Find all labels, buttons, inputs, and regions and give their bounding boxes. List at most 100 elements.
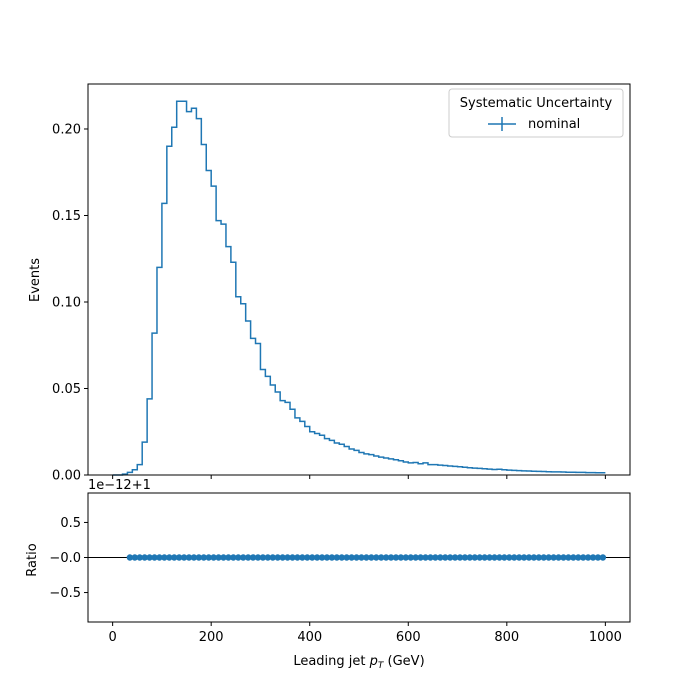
ratio-point [225,554,232,561]
ratio-point [584,554,592,561]
ratio-point [308,554,316,561]
ratio-offset-text: 1e−12+1 [88,478,151,493]
ratio-x-tick-label: 200 [199,630,224,645]
ratio-point [136,554,143,561]
main-y-tick-label: 0.00 [52,469,81,484]
ratio-y-ticks: 0.5 −0.0 −0.5 [49,516,88,601]
ratio-point [501,554,508,561]
ratio-point [131,554,139,561]
ratio-point [382,554,390,561]
x-axis-label-p: p [369,654,378,669]
ratio-point [550,554,557,561]
ratio-point [456,554,464,561]
ratio-point [579,554,587,561]
ratio-point [373,554,380,561]
ratio-point [171,554,178,561]
ratio-point [535,554,543,561]
ratio-point [594,554,602,561]
main-plot-area [112,100,606,476]
ratio-x-tick-label: 0 [108,630,116,645]
ratio-point [235,554,242,561]
ratio-point [195,554,203,561]
main-y-tick-label: 0.15 [52,209,81,224]
ratio-x-tick-label: 600 [396,630,421,645]
ratio-point [343,554,350,561]
ratio-point [338,554,345,561]
ratio-point [353,554,360,561]
legend: Systematic Uncertainty nominal [448,88,624,138]
main-y-tick-label: 0.20 [52,122,81,137]
ratio-y-tick-label: −0.0 [49,551,81,566]
main-y-ticks: 0.00 0.05 0.10 0.15 0.20 [52,122,88,484]
ratio-point [402,554,410,561]
ratio-point [200,554,207,561]
ratio-point [466,554,474,561]
ratio-point [299,554,306,561]
ratio-point [427,554,434,561]
ratio-point [210,554,217,561]
ratio-point [358,554,365,561]
ratio-point [545,554,552,561]
ratio-point [333,554,341,561]
x-axis-label-subscript: T [378,661,385,671]
main-x-ticks [112,475,606,479]
ratio-point [368,554,375,561]
ratio-plot-area [88,554,630,561]
ratio-point [254,554,262,561]
ratio-y-tick-label: 0.5 [60,516,81,531]
ratio-point [318,554,326,561]
ratio-point [451,554,459,561]
main-y-tick-label: 0.05 [52,382,81,397]
ratio-point [294,554,301,561]
ratio-point [397,554,405,561]
ratio-point [486,554,493,561]
ratio-point [146,554,153,561]
ratio-point [244,554,252,561]
ratio-point [328,554,336,561]
main-axes-frame [87,83,631,476]
x-axis-label-prefix: Leading jet [293,654,369,669]
ratio-point [437,554,444,561]
ratio-point [387,554,395,561]
ratio-point [175,554,183,561]
ratio-point [442,554,449,561]
main-y-axis-label: Events [28,258,43,302]
ratio-point [289,554,296,561]
ratio-point [151,554,158,561]
ratio-point [555,554,562,561]
ratio-point [575,554,582,561]
ratio-x-tick-label: 1000 [589,630,622,645]
ratio-point [525,554,533,561]
ratio-point [506,554,513,561]
ratio-point [491,554,498,561]
ratio-point [180,554,188,561]
ratio-point [190,554,198,561]
ratio-point [476,554,483,561]
ratio-y-tick-label: −0.5 [49,586,81,601]
x-axis-label-unit: (GeV) [383,654,424,669]
ratio-point [417,554,424,561]
ratio-point [220,554,227,561]
ratio-x-tick-label: 400 [297,630,322,645]
ratio-point [215,554,222,561]
ratio-point [166,554,173,561]
ratio-point [589,554,597,561]
legend-entry-nominal: nominal [528,117,580,132]
ratio-point [540,554,547,561]
ratio-point [412,554,419,561]
legend-title: Systematic Uncertainty [460,96,613,111]
ratio-point [249,554,257,561]
series-nominal-step-line [112,100,606,476]
ratio-point [407,554,414,561]
ratio-point [565,554,572,561]
ratio-point [481,554,488,561]
ratio-point [471,554,478,561]
main-y-tick-label: 0.10 [52,295,81,310]
ratio-point [530,554,538,561]
ratio-point [185,554,193,561]
ratio-point [274,554,281,561]
ratio-point [392,554,400,561]
ratio-point [422,554,429,561]
ratio-point [446,554,454,561]
